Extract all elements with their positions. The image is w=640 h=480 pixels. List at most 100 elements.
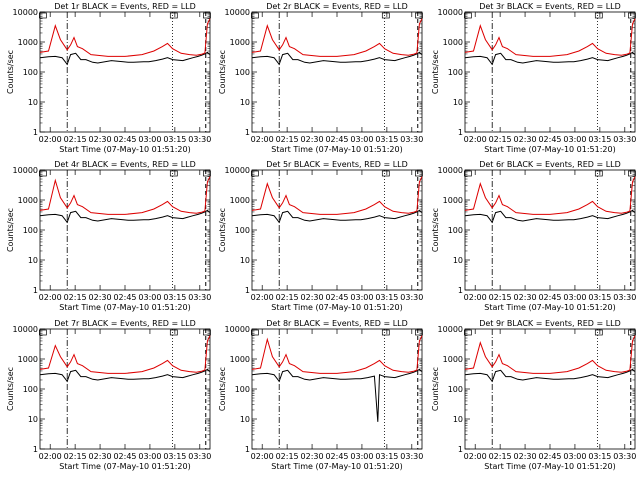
x-tick-label: 02:00 [464, 135, 487, 144]
flag-box [464, 170, 472, 177]
y-tick-label: 10 [240, 256, 250, 265]
flag-box [415, 170, 423, 177]
series-events-line [39, 368, 211, 383]
series-lld-line [464, 176, 636, 215]
y-tick-label: 10000 [13, 166, 38, 175]
flag-box [628, 170, 636, 177]
series-events-line [251, 209, 423, 224]
chart-panel-6: Det 6r BLACK = Events, RED = LLD 1 10 100 10… [431, 160, 636, 312]
series-lld-line [464, 335, 636, 374]
y-tick-label: 1 [33, 445, 38, 454]
flag-box [169, 329, 178, 336]
x-tick-label: 03:00 [350, 135, 373, 144]
flag-box [628, 12, 636, 19]
y-axis-label: Counts/sec [431, 367, 440, 411]
x-tick-label: 02:45 [325, 135, 348, 144]
flag-box [39, 12, 47, 19]
x-tick-label: 03:30 [188, 135, 211, 144]
x-tick-label: 02:30 [89, 135, 112, 144]
y-tick-label: 1000 [230, 355, 250, 364]
x-tick-label: 03:15 [588, 135, 611, 144]
y-tick-label: 100 [235, 385, 250, 394]
flag-box [251, 329, 259, 336]
y-tick-label: 10000 [225, 8, 250, 17]
x-tick-label: 03:00 [350, 293, 373, 302]
plot-frame [39, 11, 211, 133]
y-tick-label: 10000 [225, 166, 250, 175]
y-tick-label: 10 [240, 98, 250, 107]
y-axis-label: Counts/sec [218, 208, 227, 252]
x-tick-label: 02:30 [514, 452, 537, 461]
series-events-line [464, 368, 636, 383]
y-tick-label: 1000 [230, 38, 250, 47]
x-tick-label: 02:45 [325, 293, 348, 302]
x-tick-label: 03:30 [613, 135, 636, 144]
y-tick-label: 1000 [230, 196, 250, 205]
x-tick-label: 02:15 [64, 135, 87, 144]
series-events-line [39, 209, 211, 224]
flag-box [203, 12, 211, 19]
x-tick-label: 02:00 [251, 452, 274, 461]
flag-box [628, 329, 636, 336]
y-tick-label: 100 [235, 68, 250, 77]
x-tick-label: 02:30 [514, 293, 537, 302]
y-tick-label: 100 [23, 385, 38, 394]
chart-title: Det 9r BLACK = Events, RED = LLD [479, 319, 621, 328]
x-tick-label: 03:30 [188, 452, 211, 461]
x-tick-label: 02:30 [301, 452, 324, 461]
x-tick-label: 03:00 [563, 135, 586, 144]
x-axis-label: Start Time (07-May-10 01:51:20) [271, 145, 402, 154]
flag-box [464, 12, 472, 19]
y-tick-label: 100 [448, 68, 463, 77]
x-tick-label: 02:00 [39, 135, 62, 144]
x-tick-label: 03:15 [588, 452, 611, 461]
x-tick-label: 02:00 [251, 293, 274, 302]
x-tick-label: 02:15 [276, 452, 299, 461]
x-tick-label: 02:30 [301, 293, 324, 302]
y-tick-label: 1 [33, 286, 38, 295]
x-tick-label: 02:45 [538, 293, 561, 302]
y-tick-label: 10 [28, 98, 38, 107]
flag-box [39, 170, 47, 177]
x-tick-label: 02:15 [64, 452, 87, 461]
plot-frame [251, 328, 423, 450]
x-axis-label: Start Time (07-May-10 01:51:20) [271, 462, 402, 471]
x-tick-label: 03:00 [138, 452, 161, 461]
x-tick-label: 03:30 [613, 293, 636, 302]
plot-frame [39, 169, 211, 291]
flag-box [203, 170, 211, 177]
y-tick-label: 100 [448, 385, 463, 394]
x-tick-label: 02:15 [64, 293, 87, 302]
y-tick-label: 10000 [13, 325, 38, 334]
y-tick-label: 10000 [438, 8, 463, 17]
plot-frame [251, 169, 423, 291]
series-lld-line [39, 335, 211, 374]
y-tick-label: 10 [28, 415, 38, 424]
y-tick-label: 1000 [18, 355, 38, 364]
x-tick-label: 03:15 [375, 135, 398, 144]
x-tick-label: 02:15 [276, 135, 299, 144]
plot-frame [464, 11, 636, 133]
series-lld-line [251, 176, 423, 215]
y-tick-label: 1000 [443, 38, 463, 47]
x-axis-label: Start Time (07-May-10 01:51:20) [271, 303, 402, 312]
y-tick-label: 1 [33, 128, 38, 137]
chart-title: Det 2r BLACK = Events, RED = LLD [266, 2, 408, 11]
flag-box [594, 12, 603, 19]
flag-box [39, 329, 47, 336]
x-axis-label: Start Time (07-May-10 01:51:20) [484, 462, 615, 471]
x-axis-label: Start Time (07-May-10 01:51:20) [59, 145, 190, 154]
y-tick-label: 10 [453, 98, 463, 107]
y-axis-label: Counts/sec [6, 208, 15, 252]
chart-panel-1: Det 1r BLACK = Events, RED = LLD 1 10 100 10… [6, 2, 211, 154]
x-axis-label: Start Time (07-May-10 01:51:20) [59, 303, 190, 312]
flag-box [381, 329, 390, 336]
chart-title: Det 5r BLACK = Events, RED = LLD [266, 160, 408, 169]
y-tick-label: 1000 [18, 196, 38, 205]
y-tick-label: 1000 [443, 355, 463, 364]
y-tick-label: 1000 [443, 196, 463, 205]
y-tick-label: 10000 [438, 166, 463, 175]
y-tick-label: 10000 [13, 8, 38, 17]
y-tick-label: 1 [245, 286, 250, 295]
